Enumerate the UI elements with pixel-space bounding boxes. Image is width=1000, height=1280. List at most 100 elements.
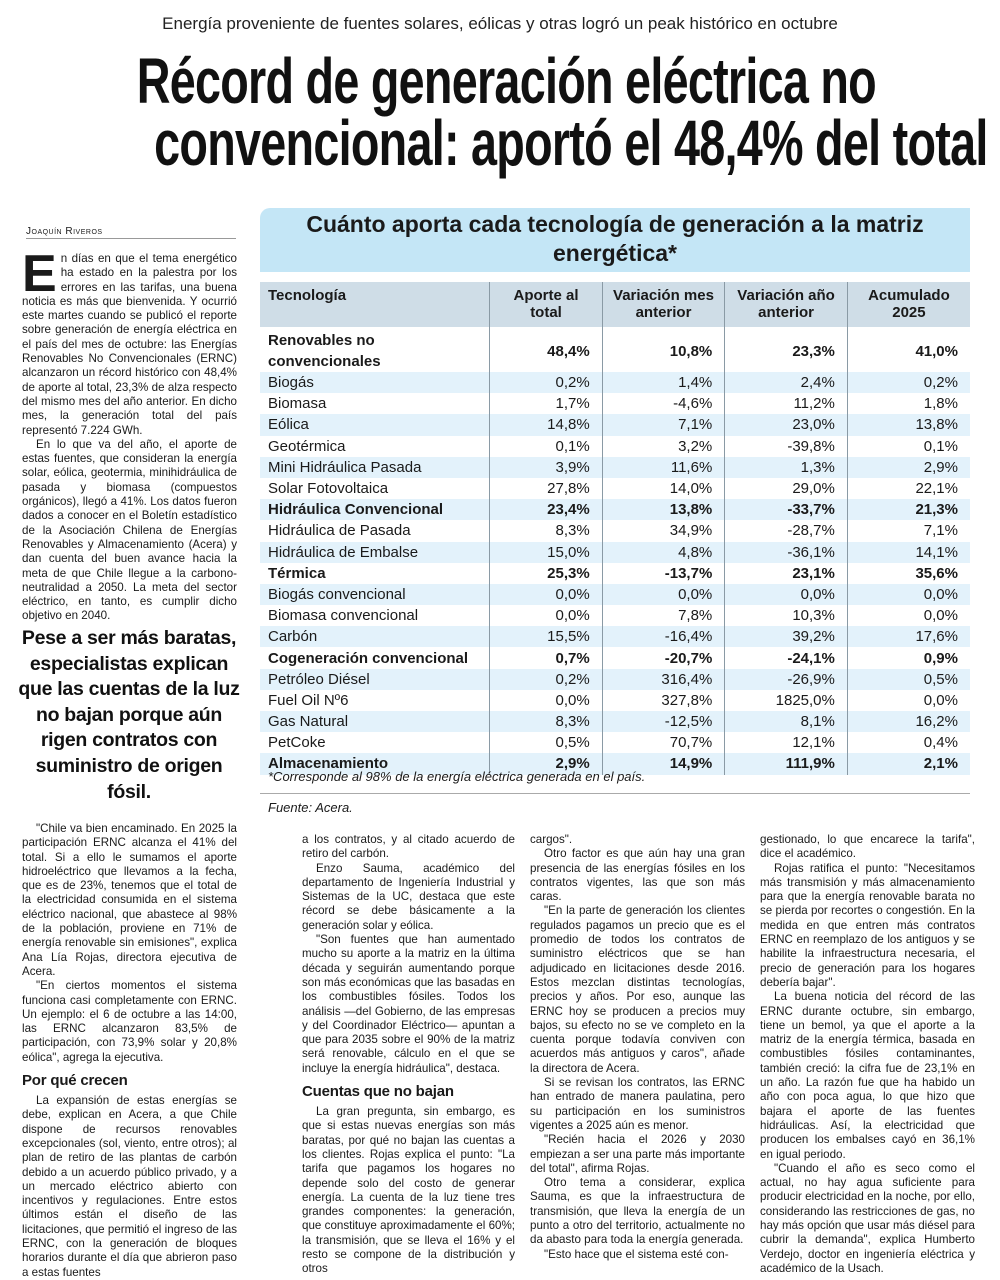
- table-row: Geotérmica 0,1% 3,2% -39,8% 0,1%: [260, 435, 970, 457]
- paragraph: La buena noticia del récord de las ERNC …: [760, 990, 975, 1161]
- paragraph-text: n días en que el tema energético ha esta…: [22, 252, 237, 437]
- table-row: Carbón 15,5% -16,4% 39,2% 17,6%: [260, 626, 970, 648]
- paragraph: Otro tema a considerar, explica Sauma, e…: [530, 1176, 745, 1247]
- paragraph: La gran pregunta, sin embargo, es que si…: [302, 1105, 515, 1276]
- table-row: Hidráulica Convencional 23,4% 13,8% -33,7% 2…: [260, 499, 970, 521]
- technology-cell: Biomasa convencional: [268, 607, 419, 625]
- value-cell: 0,9%: [846, 647, 970, 669]
- table-row: Térmica 25,3% -13,7% 23,1% 35,6%: [260, 562, 970, 584]
- value-cell: 7,8%: [601, 605, 725, 627]
- paragraph: cargos".: [530, 833, 573, 846]
- paragraph: gestionado, lo que encarece la tarifa", …: [760, 833, 975, 861]
- table-row: PetCoke 0,5% 70,7% 12,1% 0,4%: [260, 732, 970, 754]
- value-cell: 0,0%: [489, 583, 603, 606]
- value-cell: 23,3%: [724, 327, 848, 372]
- technology-cell: Hidráulica de Pasada: [268, 522, 411, 540]
- technology-cell: PetCoke: [268, 734, 326, 752]
- column-header: Tecnología: [260, 282, 490, 327]
- column-1-bottom: "Chile va bien encaminado. En 2025 la pa…: [22, 822, 237, 1280]
- value-cell: 2,9%: [489, 753, 603, 775]
- energy-matrix-table: Tecnología Aporte al total Variación mes a…: [260, 282, 970, 775]
- table-footnote: *Corresponde al 98% de la energía eléctr…: [268, 769, 646, 784]
- technology-cell: Hidráulica Convencional: [260, 499, 490, 521]
- kicker: Energía proveniente de fuentes solares, …: [162, 14, 838, 33]
- value-cell: 10,3%: [724, 605, 848, 627]
- headline-text-2: convencional: aportó el 48,4% del total: [154, 107, 988, 179]
- value-cell: 327,8%: [601, 689, 725, 711]
- value-cell: -16,4%: [601, 626, 725, 648]
- value-cell: 27,8%: [489, 477, 603, 500]
- table-row: Fuel Oil Nº6 0,0% 327,8% 1825,0% 0,0%: [260, 689, 970, 711]
- value-cell: 2,1%: [846, 753, 970, 775]
- paragraph: "En ciertos momentos el sistema funciona…: [22, 979, 237, 1064]
- value-cell: 3,2%: [601, 435, 725, 457]
- table-row: Hidráulica de Pasada 8,3% 34,9% -28,7% 7,1%: [260, 520, 970, 542]
- technology-cell: Mini Hidráulica Pasada: [260, 456, 490, 478]
- table-row: Almacenamiento 2,9% 14,9% 111,9% 2,1%: [260, 753, 970, 775]
- value-cell: 21,3%: [846, 499, 970, 521]
- value-cell: 8,3%: [489, 520, 603, 542]
- value-cell: 0,0%: [601, 583, 725, 606]
- value-cell: 1,7%: [489, 393, 603, 415]
- paragraph: Otro factor es que aún hay una gran pres…: [530, 847, 745, 904]
- table-source: Fuente: Acera.: [268, 800, 353, 815]
- value-cell: 1,8%: [846, 393, 970, 415]
- technology-cell: Térmica: [268, 564, 326, 582]
- value-cell: -20,7%: [601, 647, 725, 669]
- column-4: gestionado, lo que encarece la tarifa", …: [760, 833, 975, 1276]
- technology-cell: Biogás: [260, 372, 490, 394]
- value-cell: 13,8%: [846, 414, 970, 436]
- value-cell: 0,4%: [846, 732, 970, 754]
- value-cell: 0,0%: [846, 583, 970, 606]
- subhead: Cuentas que no bajan: [302, 1083, 454, 1101]
- paragraph: "Son fuentes que han aumentado mucho su …: [302, 933, 515, 1075]
- value-cell: 29,0%: [724, 477, 848, 500]
- column-header: Variación año anterior: [724, 282, 848, 327]
- table-row: Biogás 0,2% 1,4% 2,4% 0,2%: [260, 372, 970, 394]
- value-cell: 70,7%: [601, 732, 725, 754]
- paragraph: La expansión de estas energías se debe, …: [22, 1094, 237, 1279]
- paragraph: En lo que va del año, el aporte de estas…: [22, 437, 237, 623]
- table-row: Eólica 14,8% 7,1% 23,0% 13,8%: [260, 414, 970, 436]
- table-row: Hidráulica de Embalse 15,0% 4,8% -36,1% 14,1…: [260, 541, 970, 563]
- paragraph: Si se revisan los contratos, las ERNC ha…: [530, 1076, 745, 1132]
- value-cell: 1825,0%: [724, 689, 848, 711]
- table-row: Solar Fotovoltaica 27,8% 14,0% 29,0% 22,1%: [260, 477, 970, 500]
- table-row: Biomasa 1,7% -4,6% 11,2% 1,8%: [260, 393, 970, 415]
- value-cell: 16,2%: [846, 711, 970, 733]
- headline-line-1: Récord de generación eléctrica no: [0, 44, 1000, 118]
- drop-cap: E: [22, 245, 57, 303]
- table-header-row: Tecnología Aporte al total Variación mes a…: [260, 282, 970, 327]
- value-cell: 34,9%: [601, 520, 725, 542]
- value-cell: 8,1%: [724, 711, 848, 733]
- value-cell: 0,5%: [489, 732, 603, 754]
- technology-cell: Geotérmica: [268, 437, 346, 455]
- column-header: Acumulado 2025: [846, 282, 970, 327]
- value-cell: 25,3%: [489, 562, 603, 584]
- value-cell: 0,0%: [489, 689, 603, 711]
- value-cell: 0,2%: [489, 372, 603, 394]
- table-row: Biogás convencional 0,0% 0,0% 0,0% 0,0%: [260, 583, 970, 606]
- paragraph: "Cuando el año es seco como el actual, n…: [760, 1161, 975, 1275]
- value-cell: 0,0%: [489, 605, 603, 627]
- table-title: Cuánto aporta cada tecnología de generac…: [260, 208, 970, 272]
- value-cell: 11,2%: [724, 393, 848, 415]
- technology-cell: Carbón: [260, 626, 490, 648]
- paragraph: "Chile va bien encaminado. En 2025 la pa…: [22, 822, 237, 978]
- value-cell: 0,0%: [846, 689, 970, 711]
- column-header: Aporte al total: [489, 282, 603, 327]
- value-cell: 23,0%: [724, 414, 848, 436]
- value-cell: -33,7%: [724, 499, 848, 521]
- paragraph: a los contratos, y al citado acuerdo de …: [302, 833, 515, 861]
- value-cell: 15,0%: [489, 541, 603, 563]
- value-cell: 11,6%: [601, 456, 725, 478]
- value-cell: 14,1%: [846, 541, 970, 563]
- paragraph: "En la parte de generación los clientes …: [530, 904, 745, 1075]
- value-cell: 12,1%: [724, 732, 848, 754]
- value-cell: 0,1%: [846, 435, 970, 457]
- value-cell: 13,8%: [601, 499, 725, 521]
- value-cell: 1,4%: [601, 372, 725, 394]
- byline: Joaquín Riveros: [26, 226, 236, 239]
